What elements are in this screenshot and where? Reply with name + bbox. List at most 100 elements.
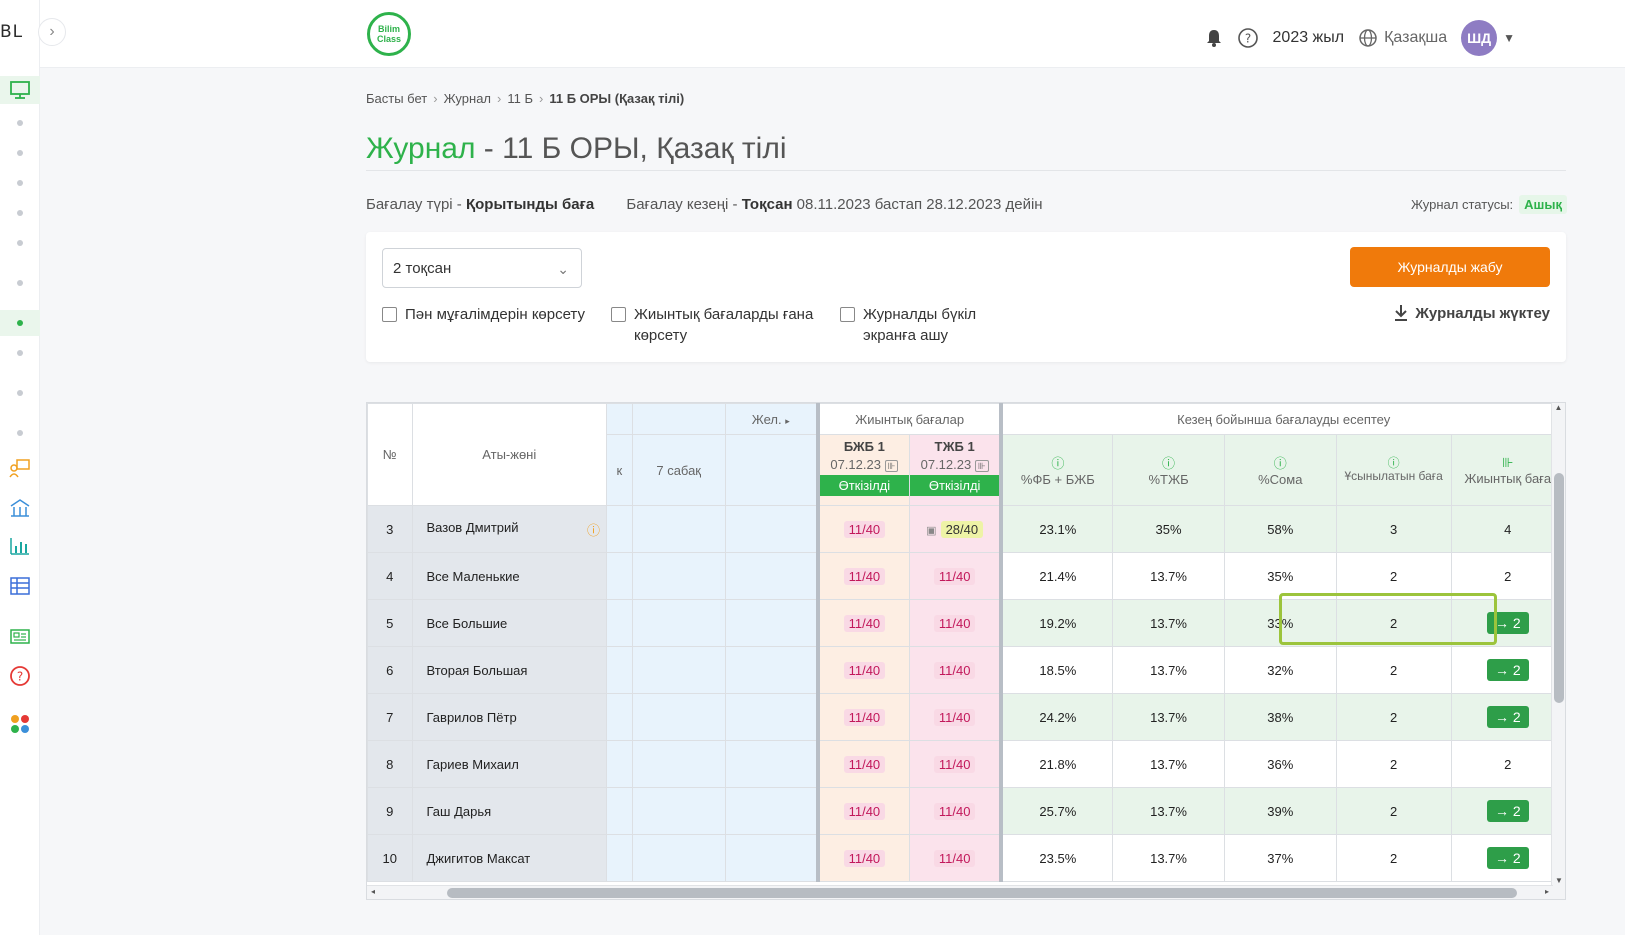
scroll-left-icon[interactable]: ◂ xyxy=(371,887,376,896)
help-icon[interactable]: ? xyxy=(1237,27,1259,49)
bjb-cell[interactable]: 11/40 xyxy=(815,646,910,694)
grade-cell[interactable] xyxy=(631,740,726,788)
sidebar-toggle-button[interactable]: › xyxy=(38,18,66,46)
breadcrumb-class[interactable]: 11 Б xyxy=(507,91,533,106)
horizontal-scroll-thumb[interactable] xyxy=(447,888,1517,898)
sidebar-item-teacher[interactable] xyxy=(0,456,40,480)
scroll-right-icon[interactable]: ▸ xyxy=(1544,887,1549,896)
final-grade-cell[interactable]: → 2 xyxy=(1450,693,1565,741)
grade-cell[interactable] xyxy=(605,834,633,882)
checkbox-box[interactable] xyxy=(382,307,397,322)
edit-icon[interactable]: ⊪ xyxy=(1502,454,1514,470)
scroll-down-icon[interactable]: ▼ xyxy=(1555,876,1563,885)
grade-cell[interactable] xyxy=(605,552,633,600)
bjb-cell[interactable]: 11/40 xyxy=(815,693,910,741)
grade-cell[interactable] xyxy=(724,693,819,741)
student-name[interactable]: Гариев Михаил xyxy=(411,740,607,788)
tjb-cell[interactable]: 11/40 xyxy=(908,740,1002,788)
grade-cell[interactable] xyxy=(631,505,726,553)
apply-grade-button[interactable]: → 2 xyxy=(1486,612,1529,634)
breadcrumb-journal[interactable]: Журнал xyxy=(443,91,492,106)
horizontal-scrollbar[interactable]: ◂ ▸ xyxy=(367,885,1553,899)
grade-cell[interactable] xyxy=(724,599,819,647)
checkbox-box[interactable] xyxy=(840,307,855,322)
grade-cell[interactable] xyxy=(724,740,819,788)
tjb-cell[interactable]: 11/40 xyxy=(908,834,1002,882)
sidebar-item-school[interactable] xyxy=(0,496,40,520)
sidebar-subitem[interactable] xyxy=(0,238,40,248)
bjb-cell[interactable]: 11/40 xyxy=(815,787,910,835)
grade-cell[interactable] xyxy=(631,646,726,694)
final-grade-cell[interactable]: 2 xyxy=(1450,552,1565,600)
grade-cell[interactable] xyxy=(724,787,819,835)
final-grade-cell[interactable]: 2 xyxy=(1450,740,1565,788)
grade-cell[interactable] xyxy=(631,787,726,835)
grade-cell[interactable] xyxy=(724,552,819,600)
final-grade-cell[interactable]: → 2 xyxy=(1450,646,1565,694)
grade-cell[interactable] xyxy=(724,834,819,882)
student-name[interactable]: Вазов Дмитрий ⓘ xyxy=(411,505,607,553)
close-journal-button[interactable]: Журналды жабу xyxy=(1350,247,1550,287)
tjb-cell[interactable]: 11/40 xyxy=(908,646,1002,694)
edit-icon[interactable]: ⊪ xyxy=(884,460,899,472)
info-icon[interactable]: ⓘ xyxy=(1162,456,1176,471)
apply-grade-button[interactable]: → 2 xyxy=(1486,659,1529,681)
sidebar-subitem[interactable] xyxy=(0,148,40,158)
tjb-cell[interactable]: 11/40 xyxy=(908,552,1002,600)
grade-cell[interactable] xyxy=(631,834,726,882)
bjb-cell[interactable]: 11/40 xyxy=(815,834,910,882)
final-grade-cell[interactable]: → 2 xyxy=(1450,599,1565,647)
show-teachers-checkbox[interactable]: Пән мұғалімдерін көрсету xyxy=(382,304,592,325)
language-selector[interactable]: Қазақша xyxy=(1358,28,1447,48)
sidebar-item-news[interactable] xyxy=(0,624,40,648)
tjb-cell[interactable]: 11/40 xyxy=(908,599,1002,647)
bell-icon[interactable] xyxy=(1205,28,1223,48)
quarter-select[interactable]: 2 тоқсан ⌄ xyxy=(382,248,582,288)
user-menu[interactable]: ШД ▼ xyxy=(1461,20,1515,56)
grade-cell[interactable] xyxy=(724,505,819,553)
fullscreen-checkbox[interactable]: Журналды бүкіл экранға ашу xyxy=(840,304,1030,346)
student-name[interactable]: Гаврилов Пётр xyxy=(411,693,607,741)
student-name[interactable]: Джигитов Максат xyxy=(411,834,607,882)
sidebar-item-reports[interactable] xyxy=(0,534,40,558)
student-name[interactable]: Все Большие xyxy=(411,599,607,647)
warning-icon[interactable]: ⓘ xyxy=(586,522,600,538)
edit-icon[interactable]: ⊪ xyxy=(974,460,989,472)
grade-cell[interactable] xyxy=(605,693,633,741)
grade-cell[interactable] xyxy=(631,693,726,741)
final-grade-cell[interactable]: → 2 xyxy=(1450,834,1565,882)
apply-grade-button[interactable]: → 2 xyxy=(1486,847,1529,869)
tjb-cell[interactable]: ▣ 28/40 xyxy=(908,505,1002,553)
final-grade-cell[interactable]: → 2 xyxy=(1450,787,1565,835)
sidebar-item-apps[interactable] xyxy=(0,712,40,736)
sidebar-subitem-active[interactable] xyxy=(0,310,40,336)
sidebar-subitem[interactable] xyxy=(0,208,40,218)
sidebar-subitem[interactable] xyxy=(0,178,40,188)
tjb-cell[interactable]: 11/40 xyxy=(908,693,1002,741)
vertical-scrollbar[interactable]: ▲ ▼ xyxy=(1551,403,1565,899)
show-summative-checkbox[interactable]: Жиынтық бағаларды ғана көрсету xyxy=(611,304,821,346)
info-icon[interactable]: ⓘ xyxy=(1051,456,1065,471)
sidebar-item-table[interactable] xyxy=(0,574,40,598)
bilimclass-logo[interactable]: Bilim Class xyxy=(367,12,411,56)
vertical-scroll-thumb[interactable] xyxy=(1554,473,1564,703)
student-name[interactable]: Гаш Дарья xyxy=(411,787,607,835)
bjb-cell[interactable]: 11/40 xyxy=(815,505,910,553)
grade-cell[interactable] xyxy=(605,599,633,647)
grade-cell[interactable] xyxy=(631,599,726,647)
sidebar-subitem[interactable] xyxy=(0,388,40,398)
grade-cell[interactable] xyxy=(605,505,633,553)
sidebar-subitem[interactable] xyxy=(0,428,40,438)
col-header-next[interactable]: Жел. ▸ xyxy=(724,403,819,435)
scroll-up-icon[interactable]: ▲ xyxy=(1554,403,1563,412)
sidebar-item-dashboard[interactable] xyxy=(0,76,40,104)
grade-cell[interactable] xyxy=(605,646,633,694)
bjb-cell[interactable]: 11/40 xyxy=(815,740,910,788)
grade-cell[interactable] xyxy=(724,646,819,694)
breadcrumb-home[interactable]: Басты бет xyxy=(366,91,428,106)
apply-grade-button[interactable]: → 2 xyxy=(1486,800,1529,822)
final-grade-cell[interactable]: 4 xyxy=(1450,505,1565,553)
sidebar-subitem[interactable] xyxy=(0,278,40,288)
comment-icon[interactable]: ▣ xyxy=(926,524,937,537)
bjb-cell[interactable]: 11/40 xyxy=(815,552,910,600)
